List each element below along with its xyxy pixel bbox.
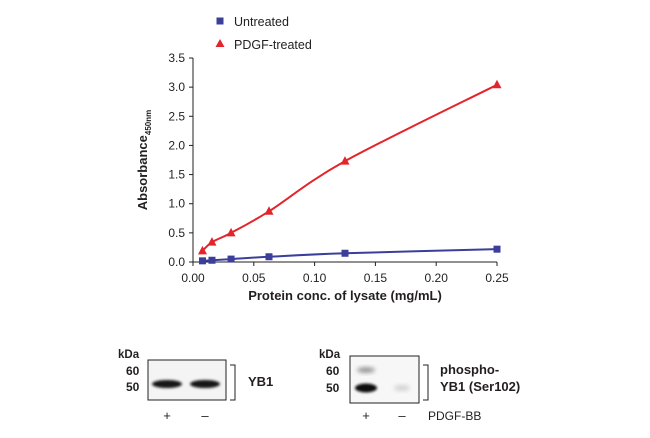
- line-chart: Untreated PDGF-treated 0.0 0.5 1.0 1.5 2.0 2.…: [135, 15, 509, 303]
- blot-2-marker-50: 50: [326, 381, 340, 395]
- data-point-untreated: [227, 255, 235, 263]
- x-tick-label: 0.10: [303, 271, 327, 285]
- y-tick-label: 2.5: [168, 109, 185, 123]
- data-point-untreated: [208, 256, 216, 264]
- data-point-pdgf-treated: [207, 237, 217, 246]
- x-tick-label: 0.25: [485, 271, 509, 285]
- blot-1-band-lane-1: [152, 380, 182, 388]
- data-point-untreated: [265, 253, 273, 261]
- blot-1-membrane: [147, 359, 227, 401]
- blot-2-bracket: [423, 364, 429, 401]
- western-blot-phospho-yb1: kDa 60 50 phospho- YB1 (Ser102) + – PDGF…: [319, 349, 520, 423]
- series-layer: [197, 79, 502, 265]
- blot-2-band-lane-1: [355, 383, 377, 393]
- legend-label-untreated: Untreated: [234, 15, 289, 29]
- blot-2-marker-60: 60: [326, 364, 340, 378]
- series-line-untreated: [202, 248, 498, 262]
- x-tick-label: 0.15: [364, 271, 388, 285]
- y-tick-label: 0.5: [168, 226, 185, 240]
- data-point-untreated: [341, 249, 349, 257]
- series-line-pdgf-treated: [201, 83, 498, 252]
- western-blot-yb1: kDa 60 50 YB1 + –: [118, 349, 273, 423]
- x-tick-label: 0.00: [181, 271, 205, 285]
- y-axis-label-main: Absorbance: [135, 135, 150, 210]
- data-point-pdgf-treated: [492, 79, 502, 89]
- y-tick-label: 0.0: [168, 255, 185, 269]
- y-axis-label: Absorbance450nm: [135, 110, 153, 211]
- x-axis-ticks: 0.00 0.05 0.10 0.15 0.20 0.25: [181, 262, 509, 285]
- data-point-pdgf-treated: [264, 206, 274, 215]
- blot-2-band-upper-lane-1: [357, 367, 375, 373]
- blot-1-lane-2-label: –: [201, 408, 209, 423]
- data-point-untreated: [493, 245, 501, 253]
- y-tick-label: 2.0: [168, 138, 185, 152]
- y-tick-label: 3.0: [168, 80, 185, 94]
- y-tick-label: 3.5: [168, 51, 185, 65]
- x-tick-label: 0.05: [242, 271, 266, 285]
- blot-2-membrane: [349, 355, 420, 404]
- blot-1-kda-label: kDa: [118, 349, 140, 361]
- blot-1-marker-60: 60: [126, 364, 140, 378]
- blot-1-band-lane-2: [190, 380, 220, 388]
- y-axis-ticks: 0.0 0.5 1.0 1.5 2.0 2.5 3.0 3.5: [168, 51, 193, 269]
- blot-2-kda-label: kDa: [319, 349, 341, 361]
- legend-marker-pdgf-treated: [215, 39, 225, 47]
- x-tick-label: 0.20: [425, 271, 449, 285]
- data-point-pdgf-treated: [197, 245, 207, 255]
- blot-2-protein-label-line-1: phospho-: [440, 362, 499, 377]
- legend-marker-untreated: [216, 17, 224, 25]
- blot-2-band-lane-2: [394, 385, 410, 391]
- blot-1-bracket: [230, 364, 236, 401]
- x-axis-label: Protein conc. of lysate (mg/mL): [248, 288, 442, 303]
- y-axis-label-subscript: 450nm: [144, 110, 153, 135]
- blot-2-condition-label: PDGF-BB: [428, 409, 481, 423]
- blot-2-lane-2-label: –: [398, 408, 406, 423]
- blot-1-lane-1-label: +: [163, 408, 171, 423]
- legend: Untreated PDGF-treated: [215, 15, 312, 52]
- data-point-untreated: [198, 257, 206, 265]
- blot-2-protein-label-line-2: YB1 (Ser102): [440, 379, 520, 394]
- blot-1-protein-label: YB1: [248, 374, 273, 389]
- blot-1-marker-50: 50: [126, 380, 140, 394]
- blot-2-lane-1-label: +: [362, 408, 370, 423]
- y-tick-label: 1.5: [168, 168, 185, 182]
- legend-label-pdgf-treated: PDGF-treated: [234, 38, 312, 52]
- data-point-pdgf-treated: [226, 227, 236, 237]
- y-tick-label: 1.0: [168, 197, 185, 211]
- data-point-pdgf-treated: [340, 156, 350, 165]
